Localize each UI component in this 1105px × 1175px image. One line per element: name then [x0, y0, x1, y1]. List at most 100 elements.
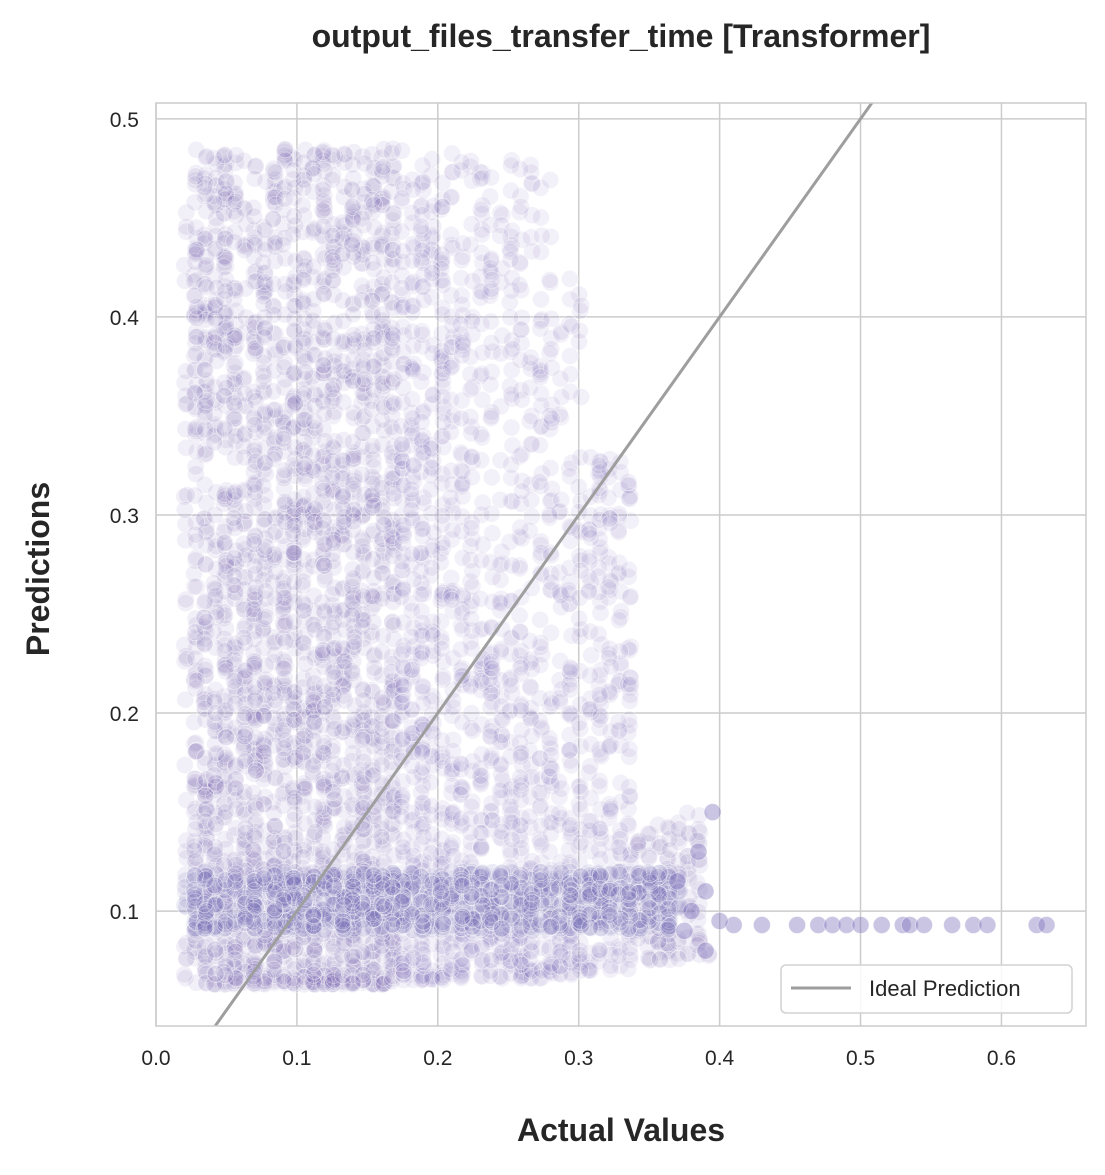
scatter-point: [335, 687, 352, 704]
scatter-point: [679, 804, 696, 821]
scatter-point: [366, 330, 383, 347]
scatter-point: [543, 747, 560, 764]
scatter-point: [344, 434, 361, 451]
scatter-point: [187, 168, 204, 185]
scatter-point: [373, 828, 390, 845]
scatter-point: [393, 695, 410, 712]
scatter-point: [316, 405, 333, 422]
scatter-point: [600, 579, 617, 596]
scatter-point: [374, 643, 391, 660]
scatter-point: [424, 345, 441, 362]
scatter-point: [483, 335, 500, 352]
scatter-point: [265, 383, 282, 400]
scatter-point: [541, 506, 558, 523]
scatter-point: [196, 361, 213, 378]
scatter-point: [423, 559, 440, 576]
scatter-point: [226, 395, 243, 412]
scatter-point: [561, 742, 578, 759]
scatter-point: [621, 692, 638, 709]
scatter-point: [334, 639, 351, 656]
scatter-point: [207, 965, 224, 982]
scatter-point: [197, 750, 214, 767]
scatter-point: [186, 287, 203, 304]
scatter-point: [453, 154, 470, 171]
scatter-point: [394, 190, 411, 207]
scatter-point: [286, 711, 303, 728]
scatter-point: [523, 728, 540, 745]
scatter-point: [227, 483, 244, 500]
scatter-point: [661, 842, 678, 859]
scatter-point: [277, 141, 294, 158]
scatter-point: [472, 201, 489, 218]
scatter-point: [670, 821, 687, 838]
scatter-point: [295, 603, 312, 620]
scatter-point: [355, 692, 372, 709]
scatter-point: [423, 845, 440, 862]
scatter-point: [403, 628, 420, 645]
scatter-point: [217, 319, 234, 336]
scatter-point: [553, 491, 570, 508]
scatter-point: [413, 650, 430, 667]
scatter-point: [285, 162, 302, 179]
scatter-point: [503, 419, 520, 436]
scatter-point: [581, 525, 598, 542]
scatter-point: [188, 443, 205, 460]
scatter-point: [315, 357, 332, 374]
scatter-point: [442, 359, 459, 376]
scatter-point: [463, 216, 480, 233]
scatter-point: [227, 780, 244, 797]
scatter-point: [494, 712, 511, 729]
scatter-point: [395, 477, 412, 494]
scatter-point: [227, 355, 244, 372]
scatter-point: [454, 335, 471, 352]
scatter-point: [186, 578, 203, 595]
scatter-point: [521, 632, 538, 649]
scatter-point: [255, 707, 272, 724]
scatter-point: [541, 730, 558, 747]
scatter-point: [314, 520, 331, 537]
scatter-point: [315, 482, 332, 499]
scatter-point: [532, 611, 549, 628]
scatter-point: [345, 544, 362, 561]
scatter-point: [188, 329, 205, 346]
scatter-point: [602, 515, 619, 532]
scatter-point: [198, 393, 215, 410]
scatter-point: [218, 729, 235, 746]
scatter-point: [422, 481, 439, 498]
scatter-point: [227, 193, 244, 210]
scatter-point: [503, 677, 520, 694]
scatter-point: [247, 762, 264, 779]
scatter-point: [188, 549, 205, 566]
scatter-point: [275, 842, 292, 859]
scatter-point: [366, 497, 383, 514]
scatter-point: [415, 292, 432, 309]
scatter-point: [236, 728, 253, 745]
scatter-point: [188, 241, 205, 258]
scatter-point: [582, 623, 599, 640]
scatter-point: [573, 297, 590, 314]
scatter-point: [267, 164, 284, 181]
scatter-point: [453, 810, 470, 827]
scatter-point: [572, 783, 589, 800]
scatter-point: [355, 753, 372, 770]
scatter-point: [413, 586, 430, 603]
scatter-point: [542, 172, 559, 189]
scatter-point: [187, 526, 204, 543]
scatter-point: [314, 181, 331, 198]
scatter-point: [277, 283, 294, 300]
scatter-point: [503, 157, 520, 174]
scatter-point: [482, 728, 499, 745]
scatter-point: [602, 801, 619, 818]
scatter-point: [454, 463, 471, 480]
scatter-point: [325, 252, 342, 269]
scatter-point: [275, 942, 292, 959]
scatter-point: [225, 510, 242, 527]
scatter-point: [630, 835, 647, 852]
scatter-point: [364, 254, 381, 271]
scatter-point: [295, 271, 312, 288]
scatter-point: [522, 349, 539, 366]
scatter-point: [324, 586, 341, 603]
scatter-point: [561, 270, 578, 287]
scatter-point: [513, 198, 530, 215]
scatter-point: [394, 839, 411, 856]
